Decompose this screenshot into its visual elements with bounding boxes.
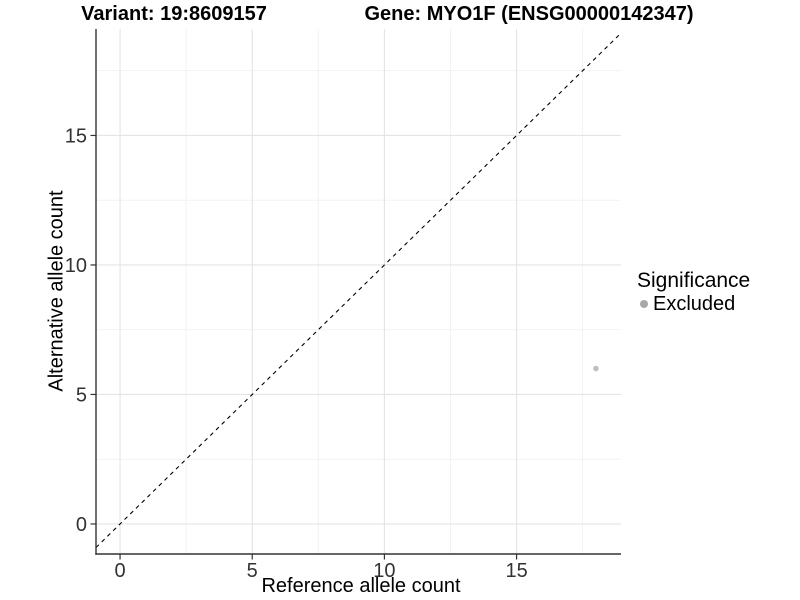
x-tick-label: 10	[373, 560, 395, 582]
x-tick-label: 0	[114, 560, 125, 582]
data-point	[593, 365, 599, 372]
legend-title: Significance	[637, 269, 751, 292]
x-axis-title: Reference allele count	[261, 575, 461, 597]
y-tick-label: 0	[76, 514, 87, 536]
gene-title: Gene: MYO1F (ENSG00000142347)	[364, 3, 694, 25]
y-tick-label: 15	[65, 125, 87, 147]
legend-items: Excluded	[637, 293, 750, 315]
legend-item-label: Excluded	[653, 292, 736, 315]
x-tick-label: 5	[247, 560, 258, 582]
legend-key-point-icon	[640, 300, 648, 308]
y-axis-title: Alternative allele count	[45, 190, 68, 392]
variant-title: Variant: 19:8609157	[81, 3, 267, 25]
y-tick-label: 5	[76, 384, 87, 406]
legend-item: Excluded	[637, 293, 750, 315]
identity-line	[95, 32, 622, 548]
legend: Significance Excluded	[637, 268, 750, 315]
x-tick-label: 15	[505, 560, 527, 582]
y-tick-label: 10	[65, 255, 87, 277]
